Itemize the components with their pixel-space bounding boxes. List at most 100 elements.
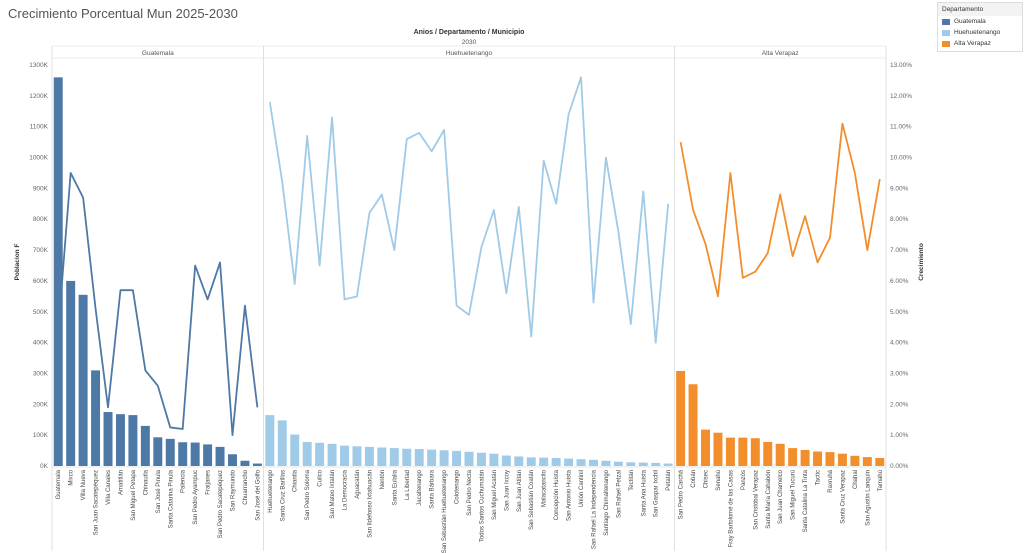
y2-tick-label: 12.00% <box>890 93 912 100</box>
page-title: Crecimiento Porcentual Mun 2025-2030 <box>8 6 238 21</box>
panel-header: Huehuetenango <box>446 50 493 57</box>
category-label: San Antonio Huista <box>567 469 573 521</box>
category-label: Chiantla <box>293 469 299 492</box>
category-label: Jacaltenango <box>417 469 423 505</box>
category-label: San Sebastián Huehuetenango <box>442 469 448 553</box>
category-label: Santa Ana Huista <box>641 469 647 516</box>
category-label: Santa María Cahabón <box>766 470 772 529</box>
bar <box>613 461 623 466</box>
category-label: Santa Bárbara <box>430 469 436 508</box>
bar <box>414 449 424 466</box>
category-label: Chuarrancho <box>243 469 249 504</box>
category-label: San Miguel Acatán <box>492 470 498 520</box>
category-label: San Juan Chamelco <box>778 469 784 524</box>
bar <box>427 449 437 466</box>
bar <box>215 446 225 466</box>
y2-tick-label: 13.00% <box>890 62 912 69</box>
bar <box>651 462 661 466</box>
category-label: San Gaspar Ixchil <box>654 470 660 517</box>
y-tick-label: 0K <box>40 463 49 470</box>
panel-header: Alta Verapaz <box>762 50 799 57</box>
category-label: Huehuetenango <box>268 469 274 512</box>
bar <box>676 370 686 466</box>
bar <box>91 370 101 466</box>
bar <box>663 463 673 466</box>
y2-tick-label: 1.00% <box>890 432 909 439</box>
category-label: Fray Bartolomé de las Casas <box>728 470 734 547</box>
category-label: La Democracia <box>343 469 349 510</box>
category-label: Mixco <box>69 469 75 485</box>
legend-swatch <box>942 18 950 25</box>
category-label: Santa Cruz Verapaz <box>840 470 846 524</box>
bar <box>103 412 113 466</box>
category-label: San Pedro Sacatepéquez <box>218 470 224 538</box>
category-label: Concepción Huista <box>554 469 560 520</box>
bar <box>190 442 200 466</box>
category-label: Tactic <box>816 470 822 485</box>
bar <box>701 429 710 466</box>
legend-title: Departamento <box>938 3 1022 16</box>
legend-label: Huehuetenango <box>954 29 1001 36</box>
y-tick-label: 100K <box>33 432 49 439</box>
category-label: Santiago Chimaltenango <box>604 469 610 535</box>
bar <box>352 446 362 466</box>
category-label: Santa Catarina Pinula <box>168 469 174 528</box>
category-label: San Pedro Soloma <box>305 469 311 520</box>
bar <box>265 415 275 466</box>
y-tick-label: 600K <box>33 278 49 285</box>
bar <box>178 442 188 466</box>
category-label: Santa Eulalia <box>392 469 398 505</box>
category-label: San Juan Ixcoy <box>504 470 510 511</box>
category-label: Santa Cruz Barillas <box>280 470 286 521</box>
bar <box>588 459 598 466</box>
category-label: La Libertad <box>405 470 411 500</box>
category-label: San José del Golfo <box>255 469 261 520</box>
legend-swatch <box>942 40 950 47</box>
bar <box>464 451 474 466</box>
bar <box>688 384 698 466</box>
legend-item-alta-verapaz[interactable]: Alta Verapaz <box>938 38 1022 49</box>
bar <box>439 450 449 466</box>
legend-item-guatemala[interactable]: Guatemala <box>938 16 1022 27</box>
bar <box>875 457 885 466</box>
y-tick-label: 500K <box>33 309 49 316</box>
bar <box>252 463 262 466</box>
category-label: Cobán <box>691 470 697 488</box>
y-tick-label: 700K <box>33 247 49 254</box>
bar <box>564 458 574 466</box>
category-label: Chisec <box>704 470 710 488</box>
category-label: Senahú <box>716 470 722 491</box>
y2-tick-label: 0.00% <box>890 463 909 470</box>
category-label: Petatán <box>666 470 672 491</box>
y-tick-label: 200K <box>33 401 49 408</box>
category-label: Aguacatán <box>355 470 361 499</box>
bar <box>476 452 486 466</box>
bar <box>165 438 175 466</box>
category-label: Guatemala <box>56 469 62 499</box>
bar <box>539 457 549 466</box>
bar <box>377 447 387 466</box>
bar <box>452 450 462 466</box>
y-tick-label: 1300K <box>29 62 48 69</box>
category-label: Villa Nueva <box>81 469 87 500</box>
bar <box>837 453 847 466</box>
bar <box>713 432 723 466</box>
bar <box>551 457 561 466</box>
bar <box>315 442 325 466</box>
legend-item-huehuetenango[interactable]: Huehuetenango <box>938 27 1022 38</box>
category-label: San Raymundo <box>230 469 236 511</box>
category-label: Colotenango <box>455 469 461 504</box>
category-label: San Ildefonso Ixtahuacán <box>367 470 373 538</box>
bar <box>290 434 300 466</box>
category-label: San Mateo Ixtatán <box>330 470 336 519</box>
category-label: San Agustín Lanquín <box>865 470 871 526</box>
y2-tick-label: 2.00% <box>890 401 909 408</box>
y2-tick-label: 11.00% <box>890 124 912 131</box>
y2-tick-label: 7.00% <box>890 247 909 254</box>
column-header-title: Anios / Departamento / Municipio <box>414 29 525 36</box>
category-label: San José Pinula <box>156 469 162 513</box>
y-tick-label: 1000K <box>29 155 48 162</box>
bar <box>788 448 798 466</box>
panel-header: Guatemala <box>142 50 174 57</box>
category-label: Raxruhá <box>828 469 834 492</box>
